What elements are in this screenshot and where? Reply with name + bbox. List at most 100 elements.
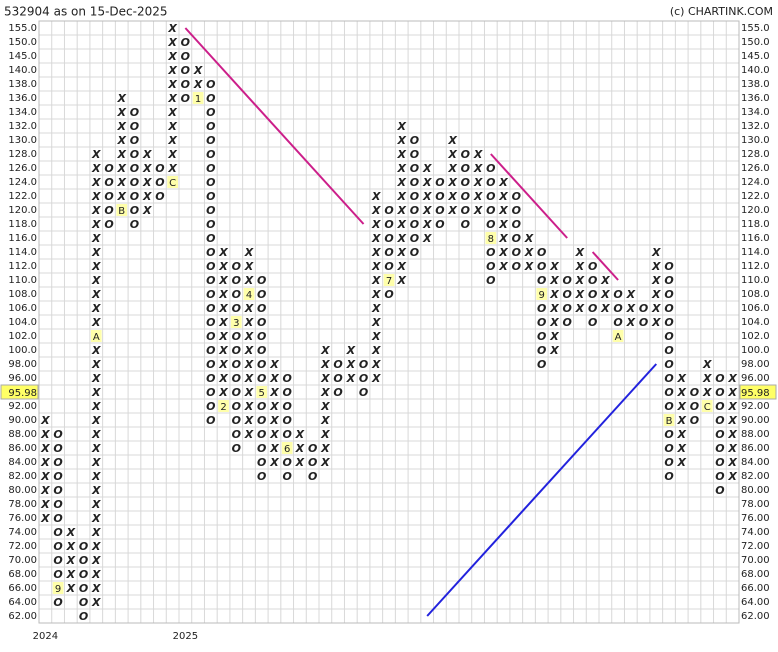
- box: O: [537, 330, 546, 343]
- box: X: [575, 260, 585, 273]
- box: O: [155, 190, 164, 203]
- box: O: [257, 456, 266, 469]
- y-tick-label-right: 86.00: [741, 443, 770, 454]
- box: O: [613, 302, 622, 315]
- box: O: [715, 386, 724, 399]
- box: O: [257, 470, 266, 483]
- box: O: [206, 316, 215, 329]
- box: O: [359, 386, 368, 399]
- box: O: [486, 176, 495, 189]
- pf-column: OOO: [308, 442, 317, 483]
- box: X: [167, 106, 177, 119]
- y-tick-label-right: 74.00: [741, 527, 770, 538]
- box: X: [549, 344, 559, 357]
- box: X: [651, 288, 661, 301]
- box: O: [410, 218, 419, 231]
- box: O: [664, 372, 673, 385]
- box: O: [104, 218, 113, 231]
- box: O: [461, 162, 470, 175]
- box: X: [320, 344, 330, 357]
- box: O: [206, 162, 215, 175]
- box: X: [676, 442, 686, 455]
- box: O: [486, 246, 495, 259]
- y-tick-label: 62.00: [8, 611, 37, 622]
- box: X: [447, 176, 457, 189]
- box: X: [727, 456, 737, 469]
- box: O: [257, 358, 266, 371]
- y-tick-label-right: 122.0: [741, 191, 770, 202]
- month-marker-box: [536, 288, 548, 300]
- box: O: [283, 372, 292, 385]
- box: X: [702, 372, 712, 385]
- box: X: [91, 162, 101, 175]
- month-marker: A: [93, 332, 100, 343]
- month-marker-box: [230, 316, 242, 328]
- box: X: [371, 288, 381, 301]
- box: X: [651, 246, 661, 259]
- box: O: [664, 316, 673, 329]
- box: X: [91, 316, 101, 329]
- month-marker: 1: [195, 94, 201, 105]
- box: O: [639, 302, 648, 315]
- box: O: [130, 106, 139, 119]
- box: X: [396, 176, 406, 189]
- price-badge: [0, 384, 39, 400]
- box: X: [524, 232, 534, 245]
- box: X: [371, 190, 381, 203]
- box: X: [91, 372, 101, 385]
- y-tick-label-right: 124.0: [741, 177, 770, 188]
- box: X: [167, 148, 177, 161]
- box: O: [232, 358, 241, 371]
- box: O: [53, 540, 62, 553]
- box: O: [512, 218, 521, 231]
- chart-title: 532904 as on 15-Dec-2025: [4, 5, 168, 19]
- box: X: [218, 260, 228, 273]
- box: X: [91, 288, 101, 301]
- box: X: [396, 246, 406, 259]
- box: X: [91, 512, 101, 525]
- y-tick-label: 68.00: [8, 569, 37, 580]
- box: X: [396, 218, 406, 231]
- box: X: [371, 358, 381, 371]
- box: X: [473, 204, 483, 217]
- box: X: [91, 554, 101, 567]
- box: X: [676, 400, 686, 413]
- box: O: [664, 260, 673, 273]
- month-marker-box: [256, 386, 268, 398]
- box: O: [257, 316, 266, 329]
- box: X: [167, 92, 177, 105]
- box: O: [206, 358, 215, 371]
- box: X: [396, 162, 406, 175]
- box: O: [53, 554, 62, 567]
- box: X: [167, 162, 177, 175]
- box: X: [66, 526, 76, 539]
- box: X: [371, 372, 381, 385]
- y-tick-label-right: 136.0: [741, 93, 770, 104]
- y-tick-label: 132.0: [8, 121, 37, 132]
- y-tick-label: 84.00: [8, 457, 37, 468]
- box: O: [181, 78, 190, 91]
- box: X: [422, 176, 432, 189]
- box: O: [384, 260, 393, 273]
- box: X: [167, 78, 177, 91]
- source: (c) CHARTINK.COM: [670, 5, 773, 18]
- box: O: [664, 456, 673, 469]
- month-marker-box: [192, 92, 204, 104]
- box: O: [232, 274, 241, 287]
- box: X: [549, 302, 559, 315]
- box: X: [244, 428, 254, 441]
- box: X: [142, 204, 152, 217]
- box: X: [320, 386, 330, 399]
- y-tick-label: 74.00: [8, 527, 37, 538]
- y-tick-label-right: 112.0: [741, 261, 770, 272]
- y-tick-label: 106.0: [8, 303, 37, 314]
